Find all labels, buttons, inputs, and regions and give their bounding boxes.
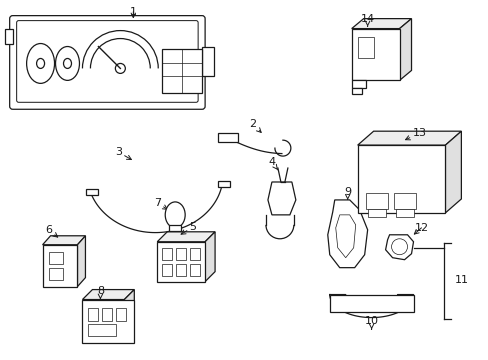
Ellipse shape (56, 46, 80, 80)
Polygon shape (335, 215, 355, 258)
Bar (176, 248, 186, 260)
Polygon shape (399, 19, 411, 80)
Bar (329, 294, 413, 312)
Polygon shape (157, 232, 215, 242)
Bar (169, 225, 181, 231)
Bar (367, 209, 385, 217)
Bar (102, 307, 112, 321)
Text: 13: 13 (405, 128, 426, 140)
Polygon shape (327, 200, 367, 268)
Polygon shape (124, 289, 134, 343)
Bar (86, 189, 98, 195)
Bar (218, 133, 238, 142)
Polygon shape (351, 19, 411, 28)
Text: 12: 12 (413, 223, 427, 234)
Bar (116, 307, 126, 321)
Bar (162, 264, 172, 276)
Text: 11: 11 (453, 275, 468, 285)
Bar (351, 28, 399, 80)
Ellipse shape (37, 58, 44, 68)
Polygon shape (445, 131, 461, 213)
Bar (88, 324, 116, 336)
Text: 2: 2 (249, 119, 261, 132)
Bar (357, 37, 373, 58)
Text: 5: 5 (181, 222, 196, 234)
Polygon shape (77, 236, 85, 287)
Bar (48, 268, 62, 280)
Polygon shape (42, 236, 85, 245)
Polygon shape (204, 232, 215, 282)
Ellipse shape (115, 63, 125, 73)
Text: 8: 8 (97, 285, 104, 299)
Bar (190, 264, 200, 276)
Bar (5, 28, 13, 44)
Bar (395, 209, 413, 217)
Text: 1: 1 (129, 6, 137, 18)
Text: 6: 6 (45, 225, 58, 237)
Bar (162, 248, 172, 260)
Text: 10: 10 (364, 316, 378, 329)
Polygon shape (385, 235, 413, 260)
Bar (88, 307, 98, 321)
Bar (176, 264, 186, 276)
FancyBboxPatch shape (17, 21, 198, 102)
Ellipse shape (26, 44, 55, 84)
Polygon shape (329, 294, 413, 318)
Polygon shape (267, 182, 295, 215)
Bar (48, 252, 62, 264)
Bar (162, 49, 202, 93)
Ellipse shape (391, 239, 407, 255)
Polygon shape (357, 131, 461, 145)
Ellipse shape (165, 202, 185, 228)
Polygon shape (82, 289, 134, 300)
Bar (42, 245, 77, 287)
Bar (202, 46, 214, 76)
Bar (157, 242, 204, 282)
Bar (190, 248, 200, 260)
Bar (218, 181, 229, 187)
Text: 14: 14 (360, 14, 374, 26)
Bar (393, 193, 415, 209)
Bar (351, 88, 361, 94)
Text: 3: 3 (115, 147, 131, 159)
Text: 9: 9 (344, 187, 350, 200)
Bar (365, 193, 387, 209)
Bar (82, 300, 134, 343)
Bar (351, 80, 365, 88)
Bar (357, 145, 445, 213)
Ellipse shape (63, 58, 71, 68)
Text: 7: 7 (153, 198, 167, 209)
FancyBboxPatch shape (10, 15, 204, 109)
Text: 4: 4 (268, 157, 277, 170)
